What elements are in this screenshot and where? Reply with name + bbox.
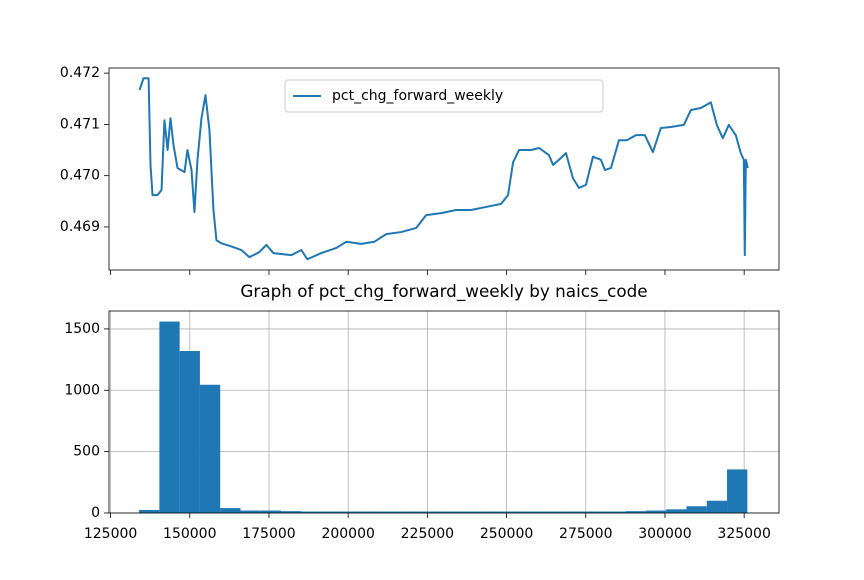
x-tick-label: 125000: [84, 526, 137, 542]
y-tick-label: 0: [91, 505, 100, 521]
bar: [179, 351, 200, 513]
y-tick-label: 500: [73, 444, 100, 460]
bar: [686, 506, 707, 513]
bar: [504, 511, 525, 513]
legend-box: [284, 79, 604, 113]
x-tick-label: 300000: [638, 526, 691, 542]
bar: [281, 511, 302, 513]
x-tick-label: 225000: [401, 526, 454, 542]
bar: [564, 511, 586, 513]
bar: [605, 511, 626, 513]
y-tick-label: 0.469: [60, 219, 100, 235]
y-tick-label: 0.472: [60, 65, 100, 81]
bar: [382, 511, 403, 513]
bar: [585, 511, 606, 513]
bar: [362, 511, 383, 513]
x-tick-label: 200000: [321, 526, 374, 542]
y-tick-label: 1500: [64, 321, 100, 337]
bar: [321, 511, 342, 513]
x-tick-label: 250000: [480, 526, 533, 542]
x-tick-label: 275000: [559, 526, 612, 542]
legend-label: pct_chg_forward_weekly: [332, 88, 503, 104]
bar: [443, 511, 464, 513]
bar: [159, 321, 180, 513]
y-tick-label: 0.470: [60, 168, 100, 184]
line: [138, 77, 749, 261]
bar: [260, 510, 282, 513]
bar: [240, 510, 261, 513]
bar: [301, 511, 322, 513]
bar: [706, 500, 728, 513]
axes-frame: [108, 67, 780, 271]
bar: [199, 384, 221, 513]
axes-frame: [108, 310, 780, 514]
x-tick-label: 175000: [242, 526, 295, 542]
bar: [220, 508, 241, 513]
bar: [666, 509, 687, 513]
bar: [341, 511, 363, 513]
bar: [544, 511, 565, 513]
chart-title: Graph of pct_chg_forward_weekly by naics…: [240, 281, 647, 302]
bar: [483, 511, 505, 513]
bar: [402, 511, 423, 513]
x-tick-label: 325000: [717, 526, 770, 542]
y-tick-label: 0.471: [60, 116, 100, 132]
y-tick-label: 1000: [64, 382, 100, 398]
x-tick-label: 150000: [163, 526, 216, 542]
bar: [625, 511, 646, 513]
bar: [524, 511, 545, 513]
bar: [422, 511, 444, 513]
bar: [727, 469, 748, 513]
bar: [139, 509, 160, 513]
bar: [463, 511, 484, 513]
bar: [645, 510, 667, 513]
